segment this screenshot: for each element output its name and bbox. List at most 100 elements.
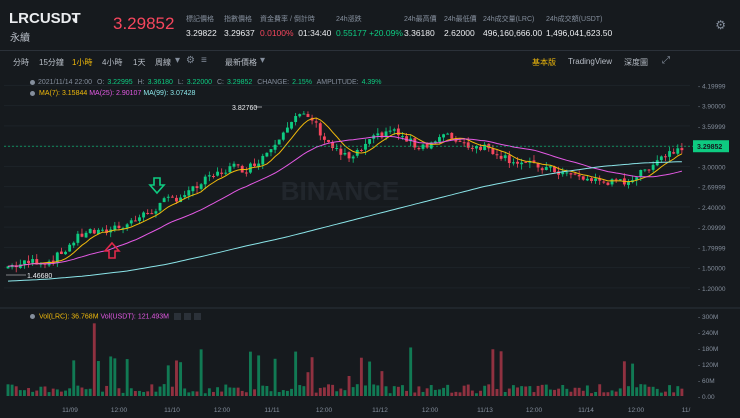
volume-bar <box>248 351 252 396</box>
candle-body <box>88 229 92 234</box>
volume-bar <box>364 385 367 396</box>
timeframe-dropdown-icon[interactable]: ▾ <box>175 55 181 66</box>
symbol-dropdown-icon[interactable]: ▾ <box>72 15 77 25</box>
legend-toggle-icon[interactable] <box>30 314 35 319</box>
binance-watermark: BINANCE <box>281 176 399 206</box>
settings-icon[interactable]: ⚙ <box>715 18 726 32</box>
price-axis-label: - 2.09999 <box>698 225 726 232</box>
ticker-header: LRCUSDT ▾ 永續 3.29852 標記價格 3.29822 指數價格 3… <box>0 0 740 50</box>
volume-hide-icon[interactable] <box>183 313 191 320</box>
candle-body <box>318 123 322 136</box>
volume-bar <box>672 392 676 396</box>
candle-body <box>146 212 150 214</box>
volume-bar <box>659 392 663 396</box>
candle-body <box>676 148 680 154</box>
candle-body <box>536 162 540 168</box>
stat-label: 24h成交量(LRC) <box>483 16 535 23</box>
volume-bar <box>376 385 380 396</box>
candle-body <box>224 172 228 174</box>
candle-body <box>158 202 162 211</box>
volume-bar <box>606 392 610 396</box>
volume-bar <box>158 386 162 396</box>
volume-bar <box>544 384 548 396</box>
candle-body <box>162 198 166 203</box>
candle-body <box>212 176 215 178</box>
candle-body <box>627 181 630 185</box>
volume-24h-stat: 24h成交量(LRC) 496,160,666.00 <box>483 14 542 38</box>
volume-bar <box>64 390 67 396</box>
volume-bar <box>228 387 232 396</box>
volume-bar <box>614 391 618 396</box>
volume-bar <box>138 390 141 396</box>
price-type-dropdown-icon[interactable]: ▾ <box>260 55 266 66</box>
chart-settings-icon[interactable]: ≡ <box>201 55 207 66</box>
contract-type: 永續 <box>10 33 30 44</box>
symbol-name[interactable]: LRCUSDT <box>9 10 81 27</box>
fullscreen-icon[interactable]: ⤢ <box>662 55 670 66</box>
volume-bar <box>68 388 72 396</box>
candle-body <box>257 163 261 167</box>
candle-body <box>474 146 478 149</box>
timeframe-tab-active[interactable]: 1小時 <box>72 58 93 67</box>
candlestick-chart[interactable]: BINANCE 3.82760 1.46680 3.29852 - 4.19999 - 3… <box>0 74 740 418</box>
volume-bar <box>516 387 519 396</box>
candle-body <box>199 184 203 189</box>
timeframe-tab[interactable]: 1天 <box>133 58 146 67</box>
volume-bar <box>335 391 339 396</box>
candle-body <box>442 134 446 138</box>
view-basic[interactable]: 基本版 <box>532 58 556 67</box>
legend-toggle-icon[interactable] <box>30 90 35 96</box>
volume-bar <box>565 388 569 396</box>
volume-close-icon[interactable] <box>193 313 201 320</box>
timeframe-tab[interactable]: 15分鐘 <box>39 58 64 67</box>
view-depth[interactable]: 深度圖 <box>624 58 648 67</box>
price-type-select[interactable]: 最新價格 <box>225 58 257 67</box>
volume-bar <box>569 391 573 396</box>
candle-body <box>392 129 396 131</box>
volume-bar <box>557 388 561 396</box>
volume-bar <box>495 389 499 396</box>
volume-bar <box>631 363 635 396</box>
volume-bar <box>573 387 577 396</box>
volume-bar <box>302 386 306 396</box>
volume-bar <box>105 385 109 396</box>
countdown-value: 01:34:40 <box>298 28 332 38</box>
timeframe-tab[interactable]: 周線 <box>155 58 171 67</box>
volume-bar <box>121 392 125 396</box>
candle-body <box>573 173 577 175</box>
volume-bar <box>306 372 310 396</box>
volume-bar <box>466 384 470 396</box>
volume-bar <box>294 351 298 396</box>
ma25-legend: MA(25): 2.90107 <box>89 90 142 97</box>
volume-settings-icon[interactable] <box>173 313 181 320</box>
volume-bar <box>273 358 277 396</box>
volume-bar <box>76 385 80 396</box>
view-tradingview[interactable]: TradingView <box>568 57 613 66</box>
indicator-settings-icon[interactable]: ⚙ <box>186 55 195 66</box>
timeframe-tab[interactable]: 4小時 <box>102 58 123 67</box>
candle-body <box>27 260 30 264</box>
price-axis-label: - 3.90000 <box>698 104 726 111</box>
volume-bar <box>212 391 215 396</box>
time-axis-label: 11/10 <box>164 407 180 414</box>
candle-body <box>175 197 178 202</box>
stat-label: 24h漲跌 <box>336 16 362 23</box>
volume-bar <box>413 392 417 396</box>
volume-bar <box>6 384 10 396</box>
legend-toggle-icon[interactable] <box>30 79 35 85</box>
candle-body <box>51 260 55 263</box>
candle-body <box>314 121 318 123</box>
candle-body <box>183 195 187 198</box>
candle-body <box>335 147 339 149</box>
candle-body <box>265 152 269 157</box>
candle-body <box>232 163 236 167</box>
volume-bar <box>18 390 22 396</box>
volume-bar <box>220 391 224 396</box>
time-axis-label: 11/12 <box>372 407 388 414</box>
candle-body <box>113 225 117 231</box>
volume-bar <box>524 386 528 396</box>
candle-body <box>606 182 610 185</box>
candle-body <box>195 186 199 189</box>
timeframe-tab[interactable]: 分時 <box>13 58 29 67</box>
candle-body <box>6 266 10 269</box>
